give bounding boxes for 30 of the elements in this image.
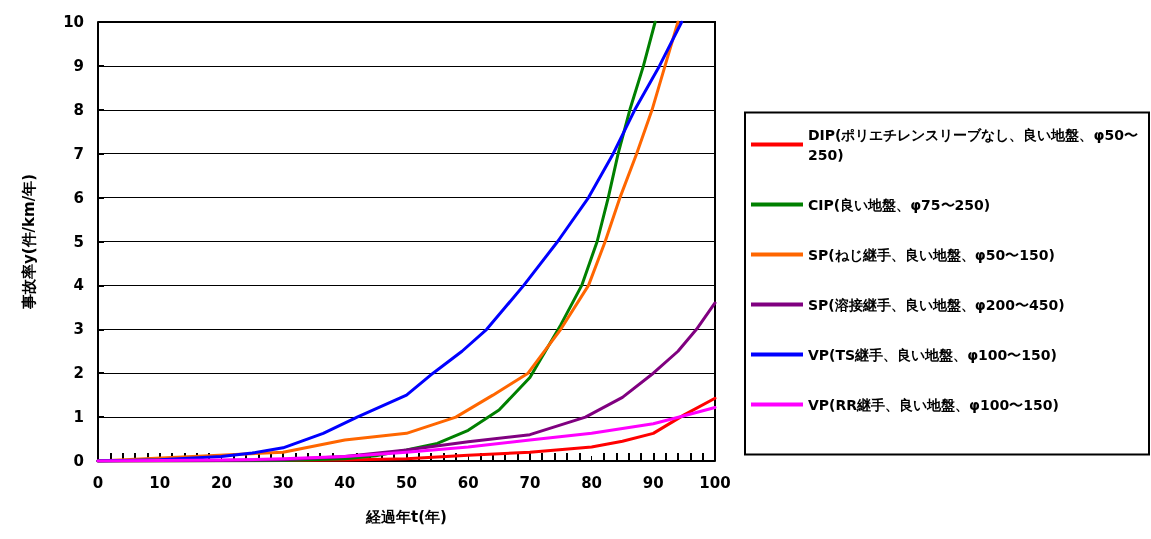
y-tick-label: 3 [73,320,84,339]
y-tick-label: 4 [73,276,84,295]
x-tick-label: 70 [519,473,541,492]
legend-label: SP(ねじ継手、良い地盤、φ50〜150) [808,246,1055,263]
y-tick-label: 6 [73,188,84,207]
y-tick-label: 9 [73,56,84,75]
y-tick-label: 10 [63,13,84,31]
legend-label: CIP(良い地盤、φ75〜250) [808,196,991,213]
legend-label: VP(TS継手、良い地盤、φ100〜150) [808,346,1057,363]
legend-label: DIP(ポリエチレンスリーブなし、良い地盤、φ50〜250) [808,126,1138,163]
y-tick-label: 8 [73,100,84,119]
x-tick-label: 10 [149,473,171,492]
y-axis-title: 事故率y(件/km/年) [19,173,38,311]
x-tick-label: 80 [581,473,603,492]
y-tick-label: 0 [73,452,84,470]
legend-label: VP(RR継手、良い地盤、φ100〜150) [808,396,1059,413]
x-tick-label: 30 [272,473,294,492]
x-axis-title: 経過年t(年) [365,507,447,526]
x-tick-label: 60 [457,473,479,492]
x-tick-label: 40 [334,473,356,492]
x-tick-label: 100 [699,473,731,492]
legend-label: SP(溶接継手、良い地盤、φ200〜450) [808,296,1065,313]
y-tick-label: 7 [73,144,84,163]
x-tick-label: 20 [210,473,232,492]
y-tick-label: 5 [73,232,84,251]
y-tick-label: 2 [73,364,84,383]
x-tick-label: 90 [642,473,664,492]
x-tick-label: 50 [396,473,417,492]
y-tick-label: 1 [73,408,84,427]
x-tick-label: 0 [92,473,104,492]
